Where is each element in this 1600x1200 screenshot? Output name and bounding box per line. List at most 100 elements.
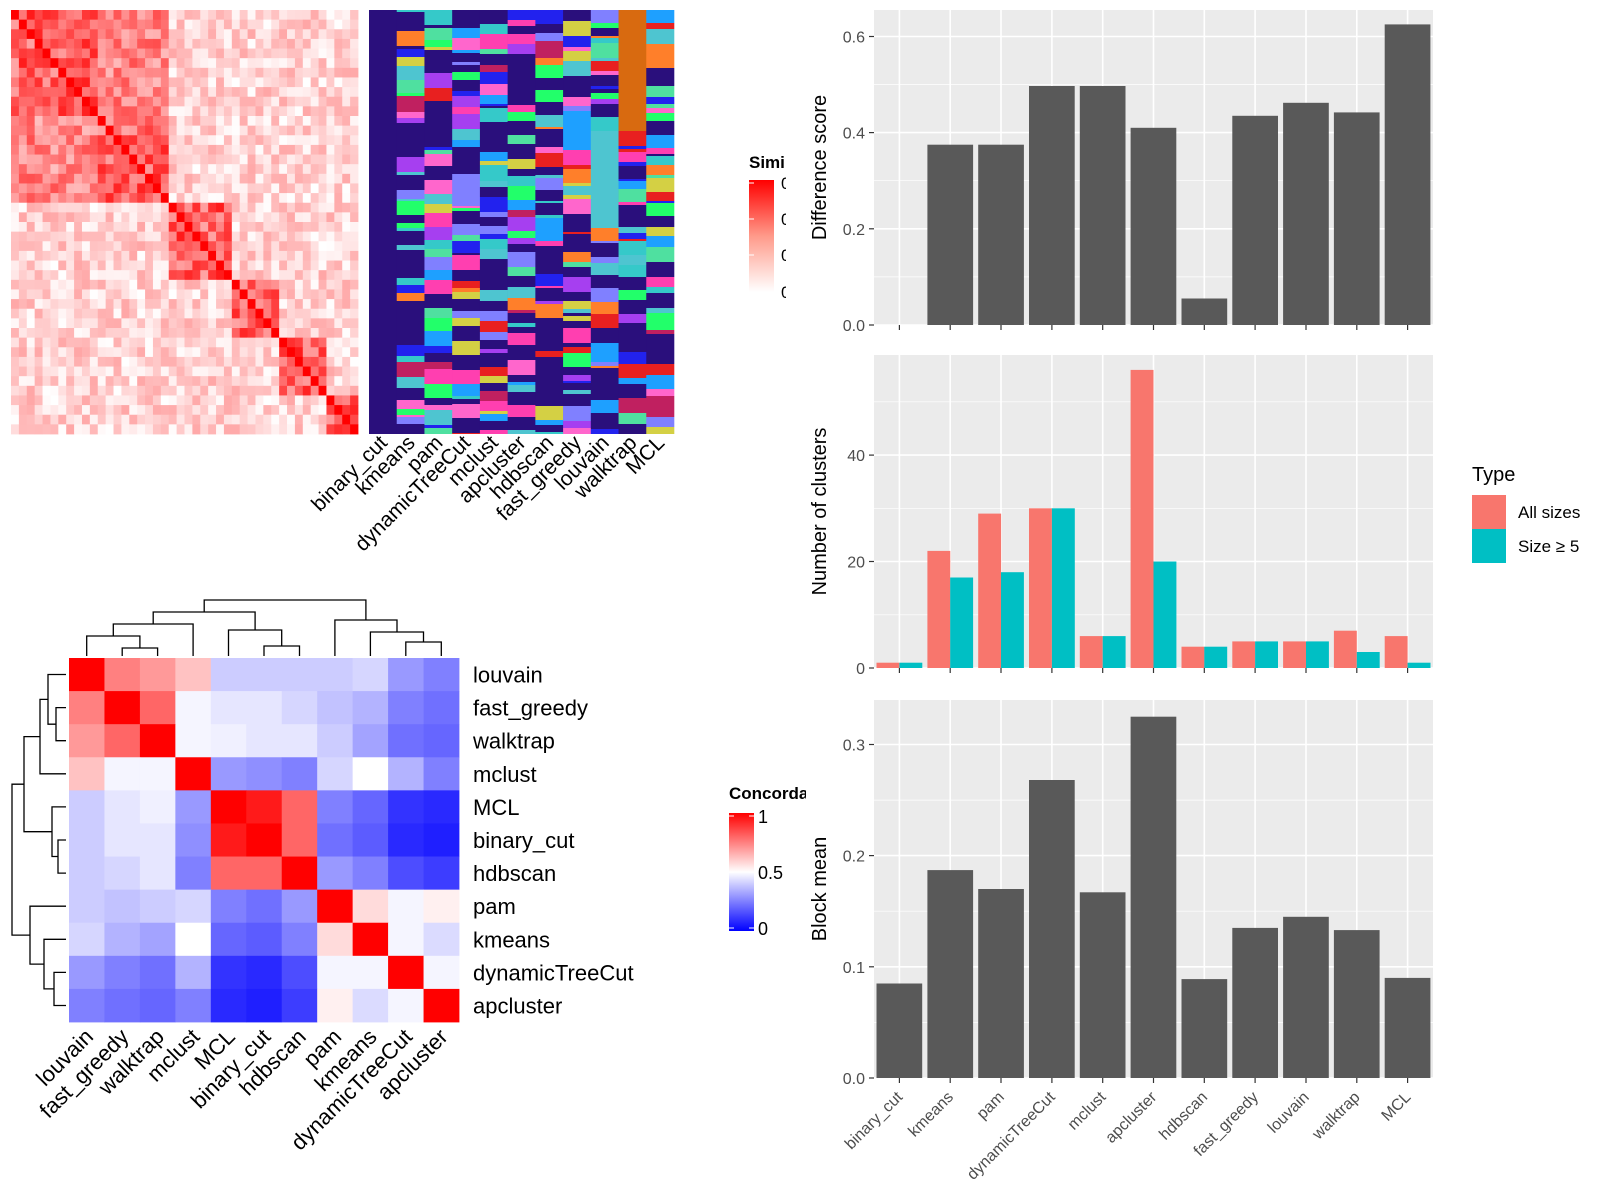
similarity-cell: [334, 424, 343, 435]
similarity-cell: [200, 87, 209, 98]
cluster-label-band: [424, 369, 453, 384]
similarity-cell: [255, 77, 264, 88]
cluster-label-band: [590, 61, 619, 71]
similarity-cell: [334, 356, 343, 367]
similarity-cell: [223, 347, 233, 358]
similarity-cell: [58, 135, 67, 146]
similarity-cell: [239, 173, 248, 184]
cluster-label-band: [563, 150, 592, 165]
similarity-cell: [326, 250, 335, 261]
similarity-cell: [113, 135, 122, 146]
similarity-cell: [34, 116, 43, 127]
cluster-label-band: [590, 366, 619, 368]
similarity-cell: [89, 260, 99, 271]
similarity-cell: [255, 279, 264, 290]
cluster-label-band: [452, 241, 481, 253]
similarity-cell: [326, 328, 335, 339]
cluster-label-band: [369, 10, 398, 22]
similarity-cell: [168, 250, 178, 261]
similarity-cell: [302, 241, 312, 252]
similarity-cell: [271, 135, 280, 146]
similarity-cell: [105, 270, 114, 281]
cluster-label-band: [646, 201, 675, 203]
similarity-cell: [66, 29, 75, 40]
similarity-cell: [152, 299, 162, 310]
similarity-cell: [145, 241, 154, 252]
similarity-cell: [113, 212, 122, 223]
concordance-cell: [388, 922, 424, 957]
bar-size-ge-5: [899, 662, 923, 668]
similarity-cell: [121, 135, 130, 146]
similarity-cell: [342, 376, 351, 387]
cluster-label-band: [452, 418, 481, 433]
similarity-cell: [350, 222, 359, 233]
similarity-cell: [121, 414, 130, 425]
similarity-cell: [168, 356, 178, 367]
bar: [1130, 127, 1177, 325]
cluster-label-band: [479, 165, 508, 169]
similarity-cell: [152, 279, 162, 290]
similarity-cell: [129, 222, 138, 233]
similarity-cell: [231, 395, 241, 406]
similarity-cell: [310, 308, 319, 319]
similarity-cell: [287, 385, 296, 396]
similarity-cell: [216, 67, 225, 78]
similarity-cell: [105, 135, 114, 146]
similarity-cell: [137, 87, 146, 98]
similarity-cell: [279, 376, 288, 387]
similarity-cell: [89, 289, 99, 300]
dendrogram-branch: [86, 635, 141, 656]
similarity-cell: [200, 212, 209, 223]
similarity-cell: [294, 241, 304, 252]
concordance-row-label: kmeans: [473, 927, 550, 952]
similarity-cell: [231, 405, 241, 416]
similarity-cell: [97, 125, 107, 136]
similarity-cell: [231, 376, 241, 387]
cluster-label-band: [563, 353, 592, 367]
cluster-label-band: [369, 145, 398, 159]
y-tick-label: 0.0: [843, 1071, 865, 1088]
similarity-cell: [294, 96, 304, 107]
cluster-label-band: [590, 308, 619, 314]
similarity-cell: [137, 77, 146, 88]
similarity-cell: [97, 58, 107, 69]
similarity-cell: [34, 183, 43, 194]
similarity-cell: [11, 337, 20, 348]
similarity-cell: [168, 125, 178, 136]
similarity-cell: [310, 212, 319, 223]
similarity-cell: [216, 347, 225, 358]
cluster-label-band: [535, 10, 564, 24]
similarity-cell: [239, 222, 248, 233]
similarity-cell: [231, 58, 241, 69]
cluster-label-band: [563, 220, 592, 232]
similarity-cell: [255, 385, 264, 396]
similarity-cell: [192, 241, 201, 252]
cluster-label-band: [369, 168, 398, 176]
similarity-cell: [129, 279, 138, 290]
similarity-cell: [168, 193, 178, 204]
cluster-label-band: [590, 186, 619, 192]
similarity-cell: [176, 106, 185, 117]
concordance-cell: [317, 823, 354, 857]
concordance-row-label: dynamicTreeCut: [473, 960, 634, 985]
similarity-cell: [26, 106, 36, 117]
similarity-cell: [342, 164, 351, 175]
similarity-cell: [208, 376, 217, 387]
similarity-cell: [11, 405, 20, 416]
cluster-label-band: [535, 391, 564, 403]
similarity-cell: [26, 356, 36, 367]
similarity-cell: [137, 202, 146, 213]
concordance-cell: [317, 922, 354, 957]
similarity-cell: [247, 308, 256, 319]
similarity-cell: [263, 347, 272, 358]
similarity-cell: [42, 212, 51, 223]
similarity-cell: [231, 135, 241, 146]
similarity-cell: [66, 125, 75, 136]
similarity-cell: [310, 270, 319, 281]
similarity-cell: [287, 125, 296, 136]
similarity-cell: [34, 125, 43, 136]
similarity-cell: [247, 241, 256, 252]
similarity-cell: [50, 202, 59, 213]
similarity-cell: [89, 87, 99, 98]
concordance-cell: [317, 691, 354, 725]
